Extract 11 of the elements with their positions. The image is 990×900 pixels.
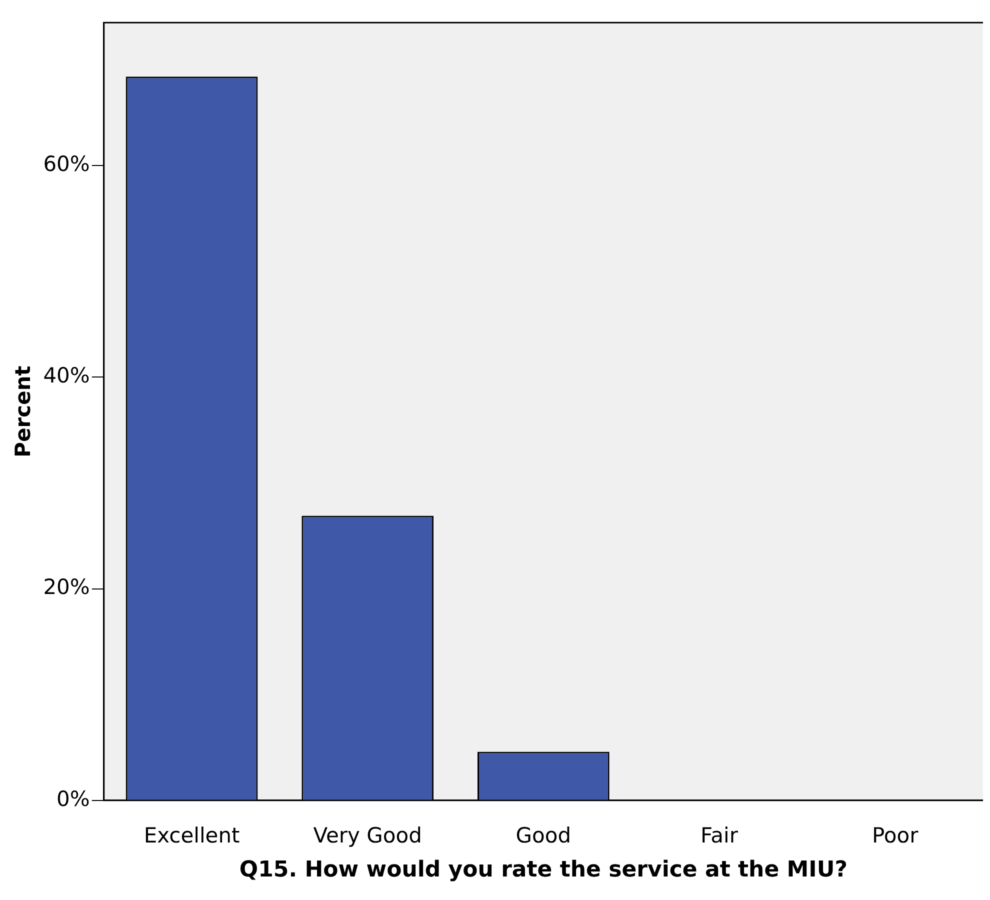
y-tick-label: 40% <box>43 364 90 388</box>
x-tick-label: Fair <box>700 823 738 848</box>
x-tick-label: Excellent <box>144 823 240 848</box>
y-tick-label: 60% <box>43 152 90 176</box>
y-tick-label: 0% <box>56 786 90 811</box>
x-tick-label: Very Good <box>313 823 422 848</box>
x-axis-title: Q15. How would you rate the service at the MIU? <box>239 858 848 883</box>
x-tick-label: Poor <box>872 823 919 848</box>
y-axis-title: Percent <box>11 366 36 458</box>
x-tick-label: Good <box>516 823 572 848</box>
y-tick-label: 20% <box>43 575 90 600</box>
